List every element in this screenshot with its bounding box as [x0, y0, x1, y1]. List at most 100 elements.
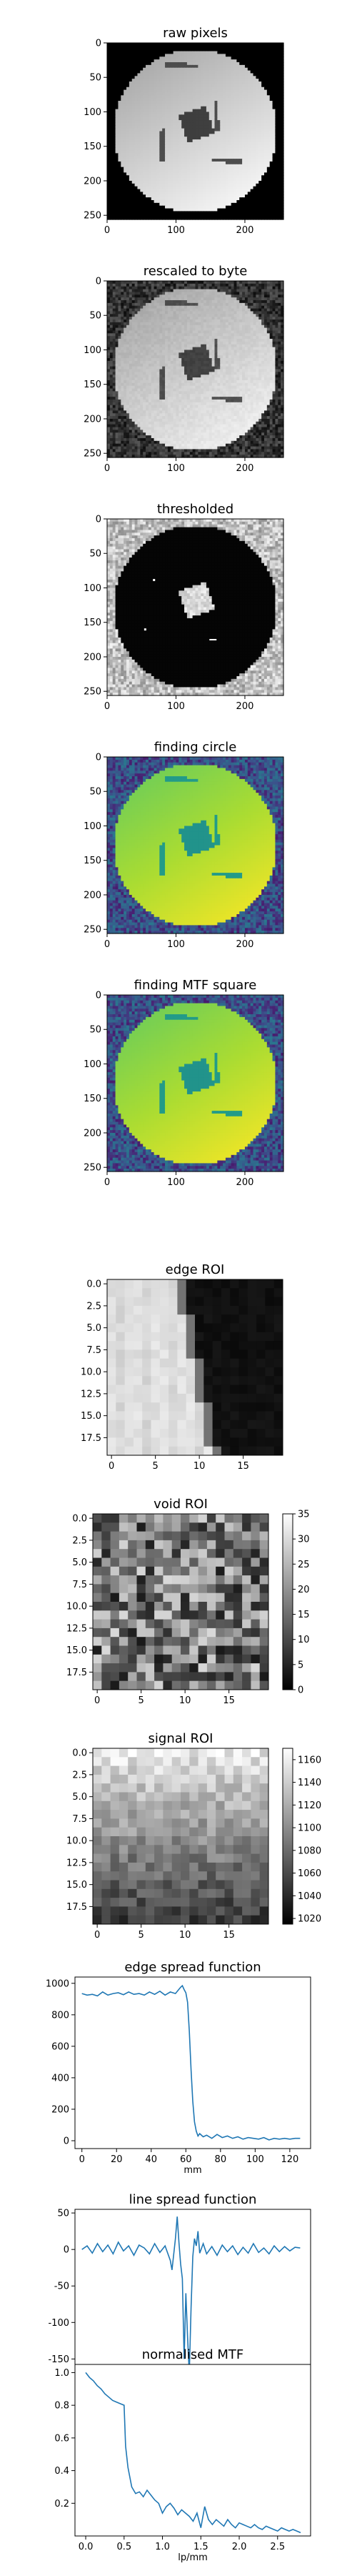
- roi-cell: [111, 1836, 120, 1846]
- roi-cell: [119, 1584, 129, 1593]
- roi-cell: [189, 1593, 198, 1602]
- roi-cell: [111, 1672, 120, 1681]
- roi-cell: [189, 1854, 198, 1863]
- roi-cell: [256, 1385, 266, 1394]
- roi-cell: [169, 1376, 178, 1385]
- roi-cell: [225, 1602, 234, 1611]
- roi-cell: [128, 1863, 137, 1872]
- roi-cell: [125, 1429, 134, 1438]
- roi-cell: [195, 1332, 204, 1342]
- roi-cell: [163, 1522, 172, 1532]
- roi-cell: [169, 1349, 178, 1359]
- roi-cell: [93, 1863, 102, 1872]
- roi-cell: [225, 1916, 234, 1925]
- roi-cell: [137, 1775, 146, 1784]
- roi-cell: [128, 1540, 137, 1550]
- roi-cell: [216, 1514, 225, 1523]
- roi-cell: [186, 1402, 196, 1412]
- roi-cell: [251, 1775, 260, 1784]
- roi-cell: [177, 1402, 186, 1412]
- roi-cell: [216, 1818, 225, 1828]
- roi-cell: [119, 1646, 129, 1655]
- roi-cell: [172, 1514, 181, 1523]
- roi-cell: [181, 1871, 190, 1881]
- roi-cell: [251, 1845, 260, 1854]
- roi-cell: [107, 1394, 116, 1403]
- roi-cell: [101, 1854, 111, 1863]
- roi-cell: [137, 1672, 146, 1681]
- roi-cell: [154, 1828, 164, 1837]
- roi-cell: [207, 1681, 216, 1690]
- roi-cell: [225, 1558, 234, 1567]
- roi-cell: [160, 1324, 169, 1333]
- roi-cell: [107, 1437, 116, 1447]
- roi-cell: [256, 1429, 266, 1438]
- roi-cell: [213, 1324, 222, 1333]
- roi-cell: [134, 1359, 143, 1368]
- roi-cell: [242, 1602, 251, 1611]
- roi-cell: [233, 1532, 243, 1541]
- roi-cell: [128, 1663, 137, 1673]
- roi-cell: [101, 1810, 111, 1819]
- roi-cell: [181, 1828, 190, 1837]
- roi-cell: [111, 1818, 120, 1828]
- roi-cell: [256, 1402, 266, 1412]
- roi-cell: [128, 1836, 137, 1846]
- roi-cell: [242, 1916, 251, 1925]
- roi-cell: [216, 1663, 225, 1673]
- y-tick-label: 0.0: [72, 1514, 87, 1525]
- roi-cell: [163, 1532, 172, 1541]
- x-tick-label: 15: [223, 1930, 235, 1941]
- roi-cell: [119, 1681, 129, 1690]
- roi-cell: [225, 1836, 234, 1846]
- roi-cell: [207, 1575, 216, 1585]
- roi-cell: [177, 1429, 186, 1438]
- roi-cell: [101, 1681, 111, 1690]
- roi-cell: [242, 1854, 251, 1863]
- roi-cell: [134, 1394, 143, 1403]
- roi-cell: [93, 1655, 102, 1664]
- roi-cell: [177, 1332, 186, 1342]
- roi-cell: [242, 1881, 251, 1890]
- roi-cell: [239, 1279, 248, 1289]
- roi-cell: [274, 1376, 283, 1385]
- roi-cell: [101, 1748, 111, 1758]
- roi-cell: [242, 1584, 251, 1593]
- roi-cell: [146, 1836, 155, 1846]
- roi-cell: [107, 1314, 116, 1324]
- roi-cell: [181, 1906, 190, 1916]
- roi-cell: [142, 1332, 151, 1342]
- roi-cell: [169, 1324, 178, 1333]
- roi-cell: [242, 1646, 251, 1655]
- roi-cell: [225, 1906, 234, 1916]
- roi-cell: [216, 1793, 225, 1802]
- roi-cell: [111, 1775, 120, 1784]
- roi-cell: [177, 1279, 186, 1289]
- roi-cell: [248, 1367, 257, 1377]
- roi-cell: [119, 1766, 129, 1775]
- roi-cell: [154, 1602, 164, 1611]
- panel-title: finding circle: [154, 740, 237, 755]
- roi-cell: [146, 1854, 155, 1863]
- roi-cell: [142, 1429, 151, 1438]
- roi-cell: [207, 1775, 216, 1784]
- colorbar-tick-label: 1040: [298, 1891, 321, 1902]
- roi-cell: [163, 1898, 172, 1907]
- roi-cell: [111, 1681, 120, 1690]
- roi-cell: [137, 1871, 146, 1881]
- roi-cell: [216, 1810, 225, 1819]
- roi-cell: [101, 1655, 111, 1664]
- roi-cell: [119, 1532, 129, 1541]
- roi-cell: [93, 1889, 102, 1898]
- roi-cell: [93, 1818, 102, 1828]
- roi-cell: [163, 1663, 172, 1673]
- roi-cell: [207, 1854, 216, 1863]
- roi-cell: [198, 1871, 208, 1881]
- roi-cell: [239, 1437, 248, 1447]
- roi-cell: [225, 1610, 234, 1620]
- roi-cell: [142, 1394, 151, 1403]
- roi-cell: [154, 1854, 164, 1863]
- roi-cell: [225, 1793, 234, 1802]
- roi-cell: [169, 1402, 178, 1412]
